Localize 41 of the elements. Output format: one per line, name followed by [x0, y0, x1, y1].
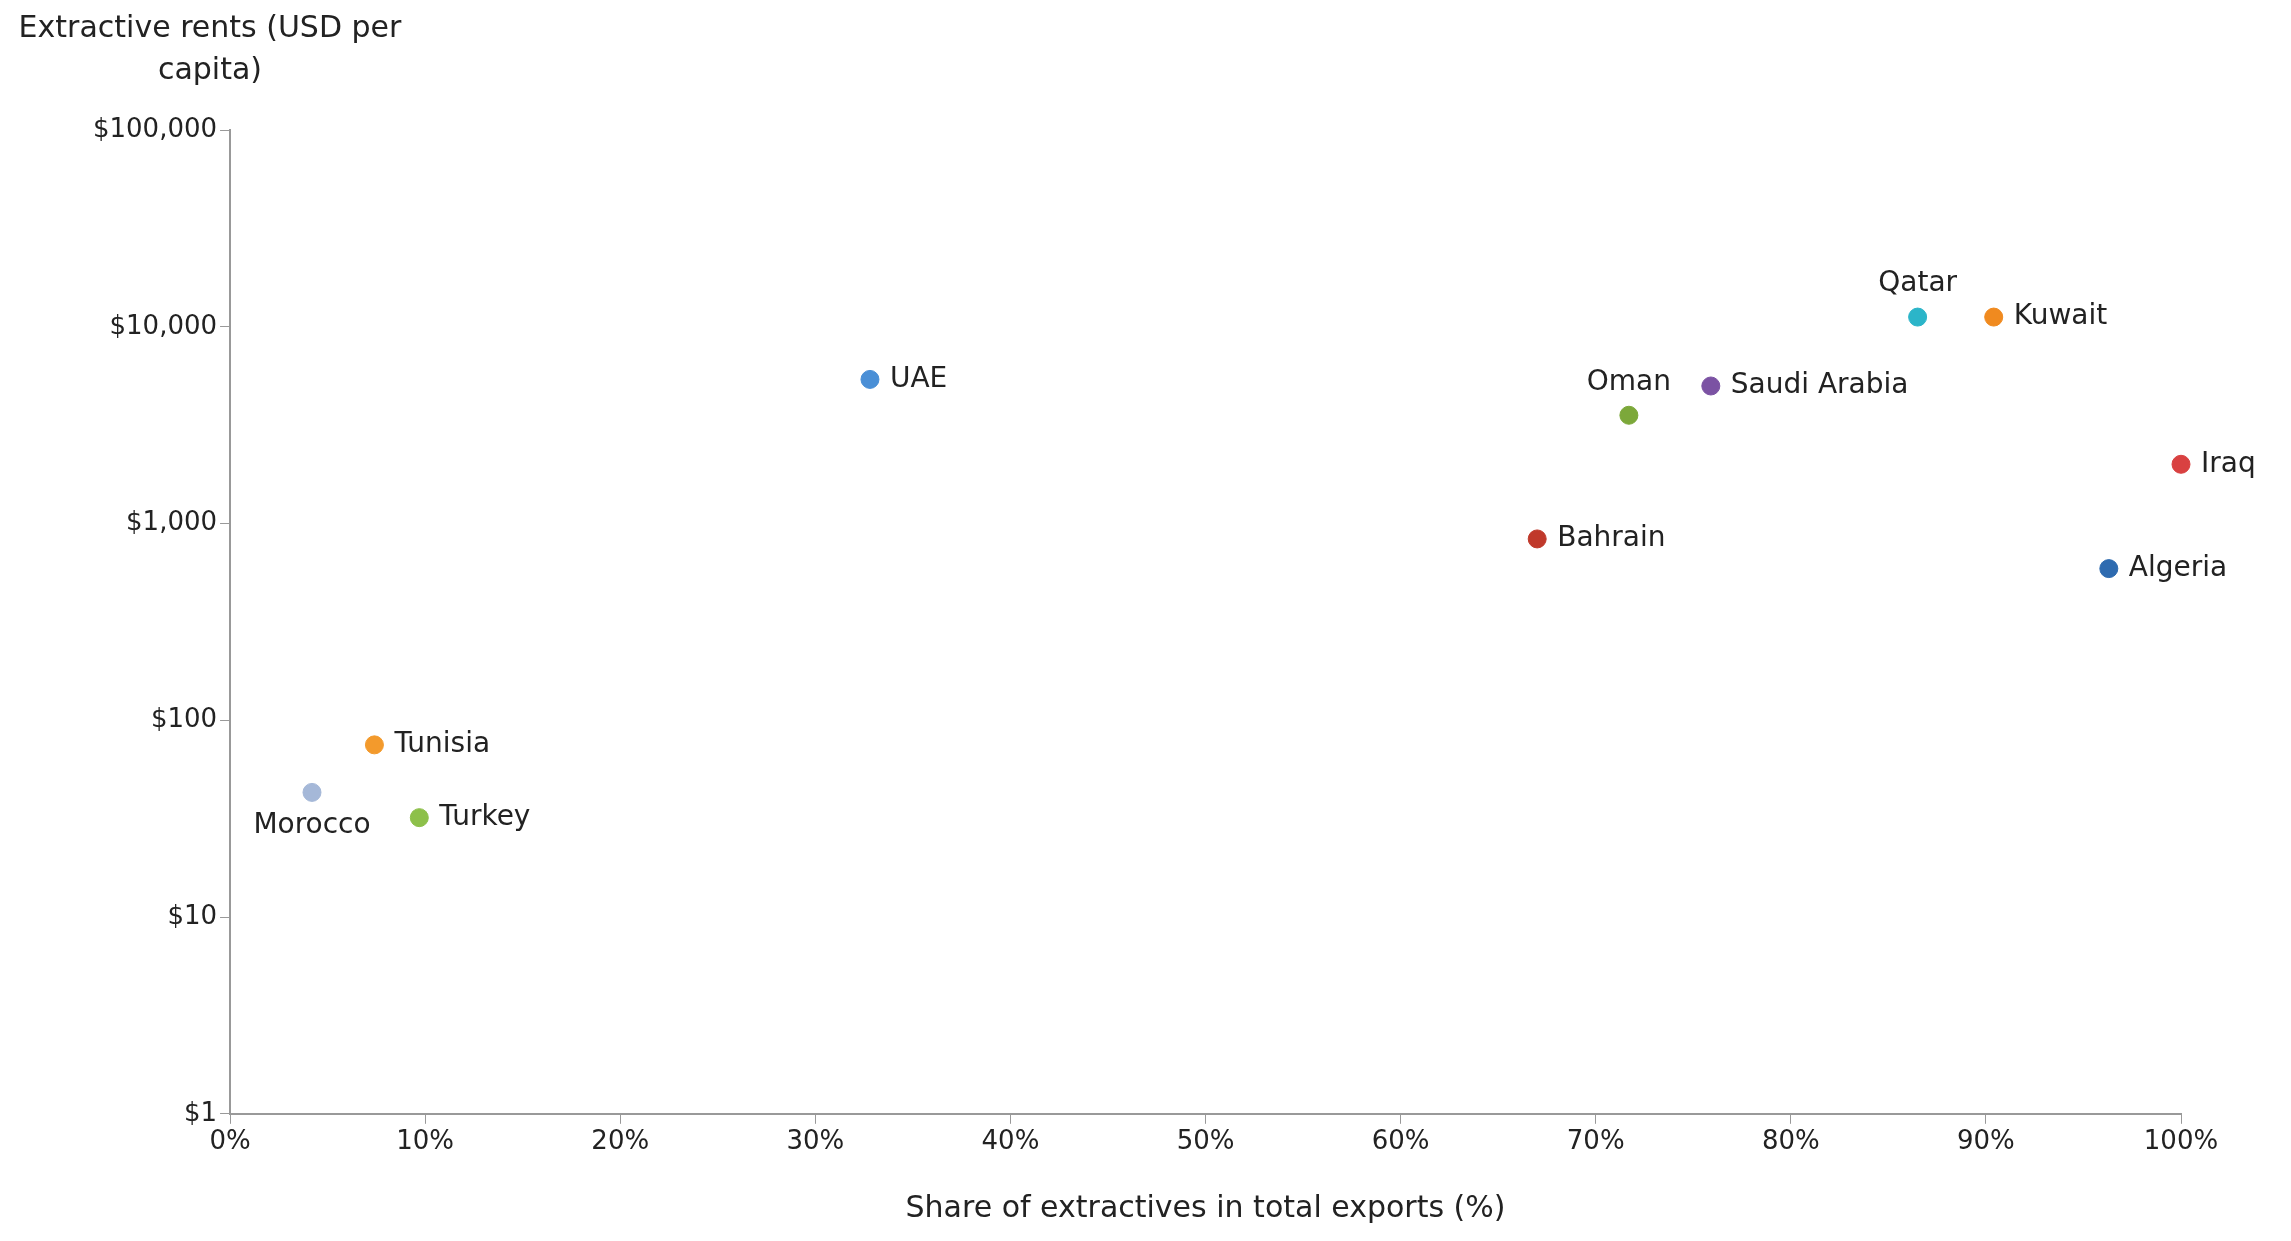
x-tick-label: 60%: [1371, 1125, 1430, 1156]
point: [1984, 307, 2004, 327]
series-label: UAE: [889, 360, 948, 394]
y-tick-label: $1: [183, 1096, 218, 1127]
y-tick-label: $100: [150, 703, 218, 734]
x-tick-label: 80%: [1761, 1125, 1820, 1156]
x-tick-label: 100%: [2143, 1125, 2219, 1156]
point: [364, 735, 384, 755]
point: [1527, 529, 1547, 549]
series-label: Iraq: [2201, 445, 2256, 479]
point: [1908, 307, 1928, 327]
series-label: Morocco: [253, 806, 371, 840]
x-tick-label: 50%: [1176, 1125, 1235, 1156]
point: [1701, 376, 1721, 396]
y-tick-label: $10,000: [109, 309, 218, 340]
series-label: Turkey: [438, 798, 531, 832]
x-tick-label: 30%: [786, 1125, 845, 1156]
point: [409, 808, 429, 828]
point: [1619, 405, 1639, 425]
point: [860, 369, 880, 389]
y-tick-label: $1,000: [126, 506, 218, 537]
x-tick-label: 10%: [396, 1125, 455, 1156]
series-label: Kuwait: [2013, 298, 2108, 332]
y-axis-title: Extractive rents (USD per capita): [17, 8, 403, 88]
point: [302, 782, 322, 802]
series-label: Bahrain: [1557, 520, 1666, 554]
x-tick-label: 20%: [591, 1125, 650, 1156]
series-label: Tunisia: [393, 726, 491, 760]
point: [2171, 454, 2191, 474]
series-label: Algeria: [2128, 549, 2228, 583]
series-label: Qatar: [1878, 265, 1958, 299]
x-tick-label: 90%: [1957, 1125, 2015, 1156]
point: [2099, 559, 2119, 579]
y-tick-label: $10: [167, 899, 218, 930]
x-axis-title: Share of extractives in total exports (%): [905, 1188, 1506, 1224]
y-tick-label: $100,000: [93, 112, 218, 143]
x-tick-label: 40%: [981, 1125, 1040, 1156]
x-tick-label: 0%: [209, 1125, 251, 1156]
series-label: Oman: [1586, 363, 1671, 397]
x-tick-label: 70%: [1566, 1125, 1625, 1156]
series-label: Saudi Arabia: [1730, 367, 1909, 401]
